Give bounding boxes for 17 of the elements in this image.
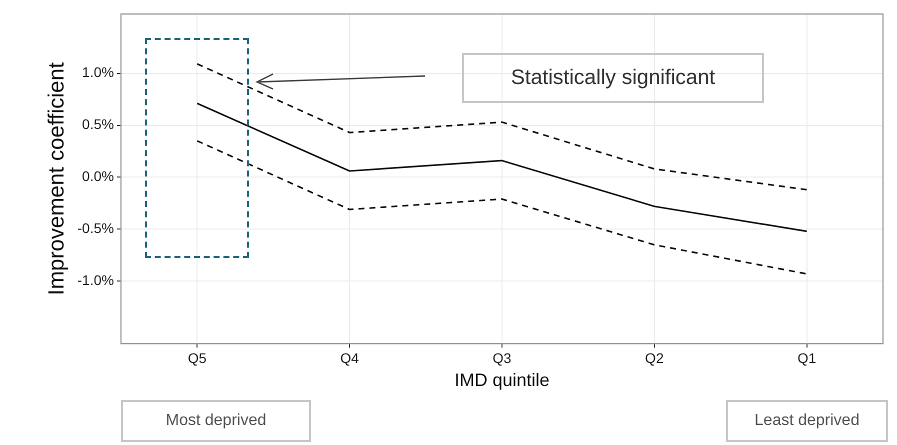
x-tick-label: Q4 (340, 350, 360, 366)
label-box: Statistically significant (462, 53, 764, 103)
x-tick-label: Q1 (797, 350, 816, 366)
label-box: Least deprived (726, 400, 888, 442)
x-tick-label: Q5 (188, 350, 207, 366)
y-tick-label: 0.0% (82, 168, 114, 184)
line-series (196, 63, 808, 191)
y-axis-title: Improvement coefficient (43, 62, 68, 296)
x-tick-label: Q3 (492, 350, 512, 366)
x-tick-label: Q2 (645, 350, 664, 366)
y-tick-label: 0.5% (82, 116, 114, 132)
x-axis-title: IMD quintile (454, 370, 550, 390)
y-tick-label: 1.0% (82, 64, 114, 80)
y-tick-label: -1.0% (77, 272, 114, 288)
line-series (196, 140, 808, 275)
label-box: Most deprived (121, 400, 311, 442)
y-tick-label: -0.5% (77, 220, 114, 236)
